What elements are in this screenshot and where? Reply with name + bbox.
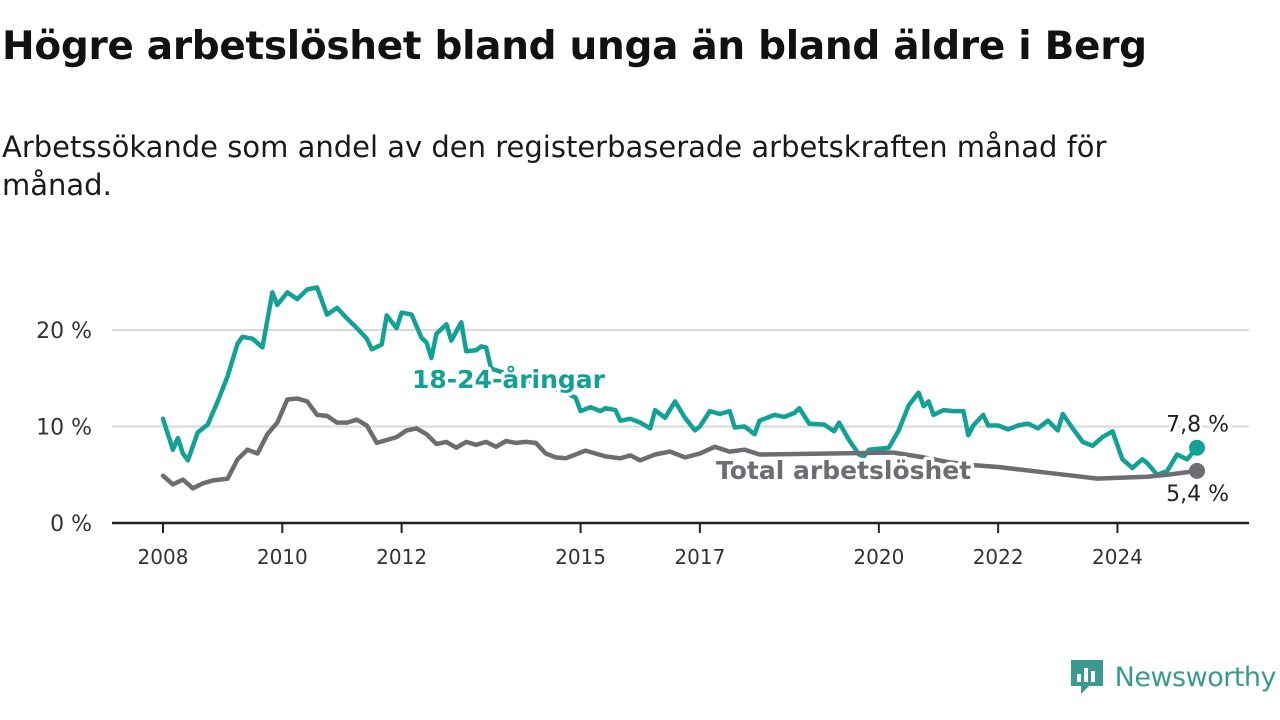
brand-name: Newsworthy bbox=[1114, 661, 1277, 693]
y-tick-label: 20 % bbox=[36, 319, 92, 344]
series-label-youth: 18-24-åringar bbox=[412, 365, 606, 394]
y-tick-label: 10 % bbox=[36, 416, 92, 441]
end-value-label-youth: 7,8 % bbox=[1166, 413, 1229, 438]
series-lines bbox=[160, 285, 1205, 491]
end-marker-total bbox=[1189, 462, 1205, 479]
x-tick-label: 2015 bbox=[555, 545, 606, 569]
y-axis-ticks: 0 % 10 % 20 % bbox=[36, 319, 92, 537]
newsworthy-logo-icon bbox=[1070, 660, 1103, 694]
brand-logo: Newsworthy bbox=[1069, 658, 1277, 696]
series-labels: 18-24-åringar Total arbetslöshet 7,8 % 5… bbox=[409, 362, 1233, 510]
x-tick-label: 2020 bbox=[853, 545, 904, 569]
series-line-youth bbox=[160, 285, 1200, 478]
series-label-total: Total arbetslöshet bbox=[716, 456, 971, 485]
end-marker-youth bbox=[1189, 439, 1205, 456]
x-tick-label: 2012 bbox=[376, 545, 427, 569]
x-tick-label: 2008 bbox=[138, 545, 189, 569]
chart-title: Högre arbetslöshet bland unga än bland ä… bbox=[2, 24, 1147, 69]
series-line-total bbox=[160, 396, 1200, 491]
x-tick-label: 2022 bbox=[973, 545, 1024, 569]
x-axis-ticks: 2008 2010 2012 2015 2017 2020 2022 2024 bbox=[138, 523, 1143, 569]
x-tick-label: 2024 bbox=[1092, 545, 1143, 569]
chart-subtitle: Arbetssökande som andel av den registerb… bbox=[2, 130, 1107, 202]
end-value-label-total: 5,4 % bbox=[1166, 482, 1229, 507]
x-tick-label: 2010 bbox=[257, 545, 308, 569]
x-tick-label: 2017 bbox=[674, 545, 725, 569]
y-tick-label: 0 % bbox=[50, 512, 92, 537]
